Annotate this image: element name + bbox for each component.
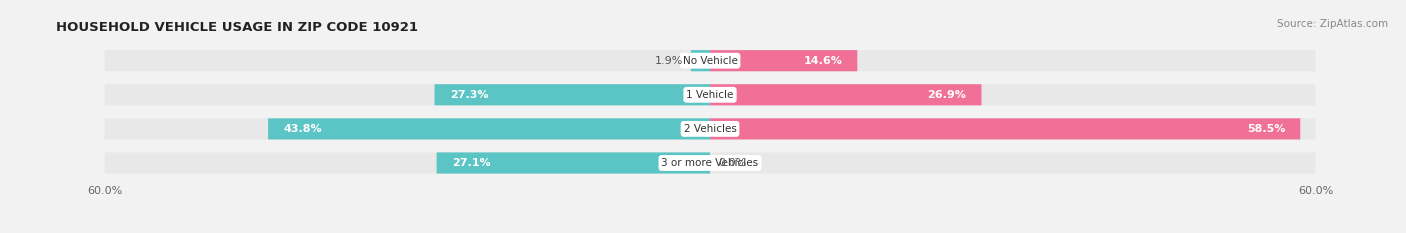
Text: No Vehicle: No Vehicle [682,56,738,66]
FancyBboxPatch shape [690,50,710,71]
Text: 2 Vehicles: 2 Vehicles [683,124,737,134]
FancyBboxPatch shape [104,84,1316,105]
Text: 14.6%: 14.6% [803,56,842,66]
Text: 1 Vehicle: 1 Vehicle [686,90,734,100]
Text: 0.0%: 0.0% [718,158,747,168]
Text: 27.1%: 27.1% [451,158,491,168]
FancyBboxPatch shape [104,118,1316,140]
Text: 58.5%: 58.5% [1247,124,1285,134]
Text: 26.9%: 26.9% [928,90,966,100]
Legend: Owner-occupied, Renter-occupied: Owner-occupied, Renter-occupied [595,230,825,233]
Text: Source: ZipAtlas.com: Source: ZipAtlas.com [1277,19,1388,29]
Text: 1.9%: 1.9% [654,56,683,66]
FancyBboxPatch shape [434,84,710,105]
Text: 3 or more Vehicles: 3 or more Vehicles [661,158,759,168]
FancyBboxPatch shape [710,118,1301,140]
Text: HOUSEHOLD VEHICLE USAGE IN ZIP CODE 10921: HOUSEHOLD VEHICLE USAGE IN ZIP CODE 1092… [56,21,418,34]
Text: 27.3%: 27.3% [450,90,488,100]
Text: 43.8%: 43.8% [283,124,322,134]
FancyBboxPatch shape [437,152,710,174]
FancyBboxPatch shape [710,50,858,71]
FancyBboxPatch shape [710,84,981,105]
FancyBboxPatch shape [269,118,710,140]
FancyBboxPatch shape [104,152,1316,174]
FancyBboxPatch shape [104,50,1316,71]
